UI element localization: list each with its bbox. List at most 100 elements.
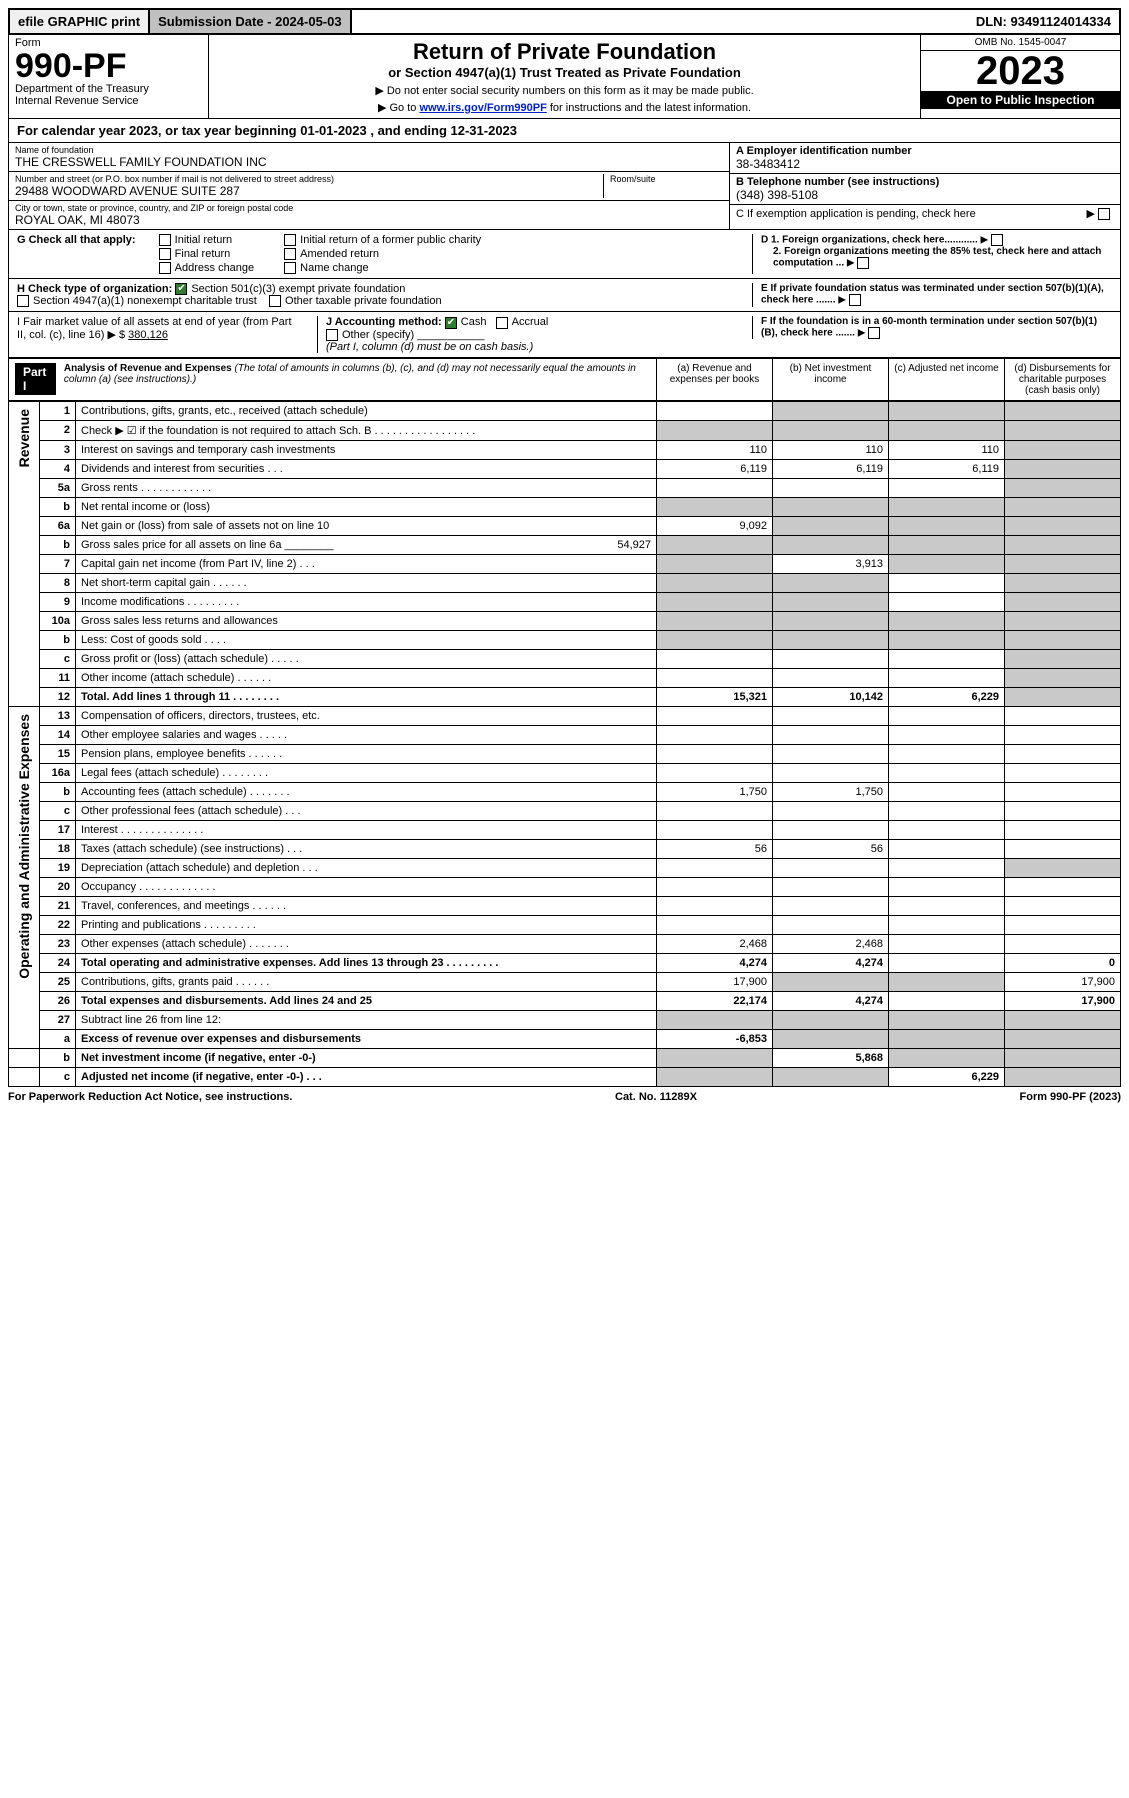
table-row: 10a Gross sales less returns and allowan… bbox=[9, 611, 1121, 630]
line-desc: Subtract line 26 from line 12: bbox=[76, 1010, 657, 1029]
c-exemption-checkbox[interactable] bbox=[1098, 208, 1110, 220]
g-final-return-checkbox[interactable] bbox=[159, 248, 171, 260]
d2-85pct: 2. Foreign organizations meeting the 85%… bbox=[761, 246, 1112, 269]
line-num: a bbox=[40, 1029, 76, 1048]
line-desc: Interest . . . . . . . . . . . . . . bbox=[76, 820, 657, 839]
d2-checkbox[interactable] bbox=[857, 257, 869, 269]
g-address-change-checkbox[interactable] bbox=[159, 262, 171, 274]
h-501c3-checkbox[interactable] bbox=[175, 283, 187, 295]
line-desc: Other expenses (attach schedule) . . . .… bbox=[76, 934, 657, 953]
line-num: c bbox=[40, 649, 76, 668]
j-label: J Accounting method: bbox=[326, 316, 442, 328]
street-address: 29488 WOODWARD AVENUE SUITE 287 bbox=[15, 184, 603, 198]
addr-label: Number and street (or P.O. box number if… bbox=[15, 174, 603, 184]
form990pf-link[interactable]: www.irs.gov/Form990PF bbox=[419, 102, 546, 114]
phone-label: B Telephone number (see instructions) bbox=[736, 176, 1114, 188]
table-row: 3 Interest on savings and temporary cash… bbox=[9, 440, 1121, 459]
cell-val: 15,321 bbox=[657, 687, 773, 706]
line-desc: Income modifications . . . . . . . . . bbox=[76, 592, 657, 611]
cell-val: 17,900 bbox=[1005, 991, 1121, 1010]
j-cash-checkbox[interactable] bbox=[445, 317, 457, 329]
g-opt-final: Final return bbox=[175, 248, 231, 260]
name-label: Name of foundation bbox=[15, 145, 723, 155]
table-row: 9 Income modifications . . . . . . . . . bbox=[9, 592, 1121, 611]
line-num: b bbox=[40, 497, 76, 516]
room-label: Room/suite bbox=[610, 174, 723, 184]
goto-post: for instructions and the latest informat… bbox=[547, 102, 751, 114]
line-desc: Excess of revenue over expenses and disb… bbox=[76, 1029, 657, 1048]
col-b-header: (b) Net investment income bbox=[772, 359, 888, 400]
cell-val: 0 bbox=[1005, 953, 1121, 972]
cell-val: 2,468 bbox=[657, 934, 773, 953]
line-num: b bbox=[40, 782, 76, 801]
line-desc: Net gain or (loss) from sale of assets n… bbox=[76, 516, 657, 535]
cell-val: 5,868 bbox=[773, 1048, 889, 1067]
g-initial-public-checkbox[interactable] bbox=[284, 234, 296, 246]
table-row: 19 Depreciation (attach schedule) and de… bbox=[9, 858, 1121, 877]
cal-begin: 01-01-2023 bbox=[300, 123, 367, 138]
h-opt-other: Other taxable private foundation bbox=[285, 295, 442, 307]
g-label: G Check all that apply: bbox=[17, 234, 136, 246]
j-other-label: Other (specify) bbox=[342, 329, 414, 341]
line-num: 21 bbox=[40, 896, 76, 915]
footer-mid: Cat. No. 11289X bbox=[615, 1091, 697, 1103]
table-row: Revenue 1 Contributions, gifts, grants, … bbox=[9, 401, 1121, 420]
line-num: 11 bbox=[40, 668, 76, 687]
line-num: 17 bbox=[40, 820, 76, 839]
foundation-name: THE CRESSWELL FAMILY FOUNDATION INC bbox=[15, 155, 723, 169]
table-row: 11 Other income (attach schedule) . . . … bbox=[9, 668, 1121, 687]
cell-val: 6,119 bbox=[773, 459, 889, 478]
g-amended-checkbox[interactable] bbox=[284, 248, 296, 260]
g-initial-return-checkbox[interactable] bbox=[159, 234, 171, 246]
e-checkbox[interactable] bbox=[849, 294, 861, 306]
h-opt-501c3: Section 501(c)(3) exempt private foundat… bbox=[191, 283, 405, 295]
table-row: 23 Other expenses (attach schedule) . . … bbox=[9, 934, 1121, 953]
line-desc: Dividends and interest from securities .… bbox=[76, 459, 657, 478]
f-checkbox[interactable] bbox=[868, 327, 880, 339]
table-row: 7 Capital gain net income (from Part IV,… bbox=[9, 554, 1121, 573]
part1-header: Part I Analysis of Revenue and Expenses … bbox=[8, 358, 1121, 401]
line-num: 4 bbox=[40, 459, 76, 478]
table-row: 25 Contributions, gifts, grants paid . .… bbox=[9, 972, 1121, 991]
j-note: (Part I, column (d) must be on cash basi… bbox=[326, 341, 533, 353]
line-desc: Legal fees (attach schedule) . . . . . .… bbox=[76, 763, 657, 782]
table-row: b Gross sales price for all assets on li… bbox=[9, 535, 1121, 554]
g-name-change-checkbox[interactable] bbox=[284, 262, 296, 274]
cell-val: 17,900 bbox=[657, 972, 773, 991]
line-num: 5a bbox=[40, 478, 76, 497]
line-desc: Net rental income or (loss) bbox=[76, 497, 657, 516]
line-desc: Compensation of officers, directors, tru… bbox=[76, 706, 657, 725]
table-row: 24 Total operating and administrative ex… bbox=[9, 953, 1121, 972]
h-other-taxable-checkbox[interactable] bbox=[269, 295, 281, 307]
table-row: 22 Printing and publications . . . . . .… bbox=[9, 915, 1121, 934]
j-accrual-checkbox[interactable] bbox=[496, 317, 508, 329]
ein-label: A Employer identification number bbox=[736, 145, 1114, 157]
j-other-checkbox[interactable] bbox=[326, 329, 338, 341]
cell-val: 4,274 bbox=[773, 991, 889, 1010]
cell-val: 110 bbox=[773, 440, 889, 459]
efile-label: efile GRAPHIC print bbox=[10, 10, 150, 33]
open-to-public: Open to Public Inspection bbox=[921, 91, 1120, 109]
cell-val: 6,229 bbox=[889, 687, 1005, 706]
table-row: 12 Total. Add lines 1 through 11 . . . .… bbox=[9, 687, 1121, 706]
ein-value: 38-3483412 bbox=[736, 157, 1114, 171]
cell-val: 110 bbox=[889, 440, 1005, 459]
form-subtitle: or Section 4947(a)(1) Trust Treated as P… bbox=[219, 65, 910, 80]
goto-pre: ▶ Go to bbox=[378, 102, 419, 114]
table-row: 18 Taxes (attach schedule) (see instruct… bbox=[9, 839, 1121, 858]
line-desc: Gross sales price for all assets on line… bbox=[76, 535, 657, 554]
table-row: c Gross profit or (loss) (attach schedul… bbox=[9, 649, 1121, 668]
identity-block: Name of foundation THE CRESSWELL FAMILY … bbox=[8, 143, 1121, 230]
line-desc: Interest on savings and temporary cash i… bbox=[76, 440, 657, 459]
dln: DLN: 93491124014334 bbox=[968, 10, 1119, 33]
line-num: 14 bbox=[40, 725, 76, 744]
table-row: 5a Gross rents . . . . . . . . . . . . bbox=[9, 478, 1121, 497]
j-cash-label: Cash bbox=[461, 316, 487, 328]
ijf-block: I Fair market value of all assets at end… bbox=[8, 312, 1121, 357]
d1-checkbox[interactable] bbox=[991, 234, 1003, 246]
line-num: b bbox=[40, 535, 76, 554]
form-header: Form 990-PF Department of the Treasury I… bbox=[8, 35, 1121, 119]
line-desc: Contributions, gifts, grants, etc., rece… bbox=[76, 401, 657, 420]
cell-val: 1,750 bbox=[657, 782, 773, 801]
h-4947-checkbox[interactable] bbox=[17, 295, 29, 307]
